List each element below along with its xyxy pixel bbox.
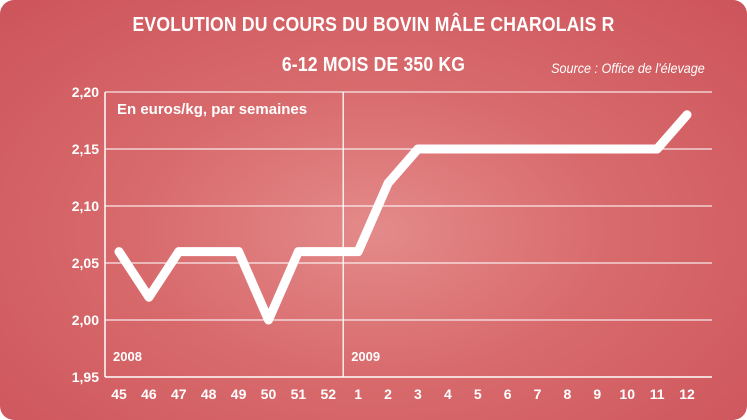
x-tick-label: 6 xyxy=(504,386,512,402)
x-tick-label: 47 xyxy=(171,386,187,402)
x-tick-label: 10 xyxy=(619,386,635,402)
x-tick-label: 12 xyxy=(679,386,695,402)
y-tick-label: 2,10 xyxy=(72,198,99,214)
y-tick-label: 2,20 xyxy=(72,84,99,100)
chart-source: Source : Office de l'élevage xyxy=(551,60,705,76)
x-tick-label: 46 xyxy=(141,386,157,402)
year-label: 2008 xyxy=(113,349,142,364)
chart-title-line2: 6-12 MOIS DE 350 KG xyxy=(281,54,466,76)
y-tick-label: 1,95 xyxy=(72,369,99,385)
chart-title-line1: EVOLUTION DU COURS DU BOVIN MÂLE CHAROLA… xyxy=(132,14,615,36)
year-label: 2009 xyxy=(351,349,380,364)
series-line xyxy=(114,110,692,325)
x-tick-label: 45 xyxy=(111,386,127,402)
x-tick-label: 49 xyxy=(231,386,247,402)
x-tick-label: 8 xyxy=(564,386,572,402)
x-tick-label: 7 xyxy=(534,386,542,402)
x-tick-label: 2 xyxy=(384,386,392,402)
x-tick-label: 51 xyxy=(291,386,307,402)
x-tick-label: 9 xyxy=(593,386,601,402)
x-tick-label: 4 xyxy=(444,386,452,402)
x-tick-label: 1 xyxy=(354,386,362,402)
y-tick-label: 2,05 xyxy=(72,255,99,271)
x-tick-label: 52 xyxy=(320,386,336,402)
x-tick-label: 5 xyxy=(474,386,482,402)
x-tick-label: 3 xyxy=(414,386,422,402)
y-tick-label: 2,15 xyxy=(72,141,99,157)
unit-label: En euros/kg, par semaines xyxy=(117,101,307,118)
x-tick-label: 11 xyxy=(650,386,665,402)
x-tick-label: 50 xyxy=(261,386,277,402)
x-tick-label: 48 xyxy=(201,386,217,402)
y-tick-label: 2,00 xyxy=(72,312,99,328)
